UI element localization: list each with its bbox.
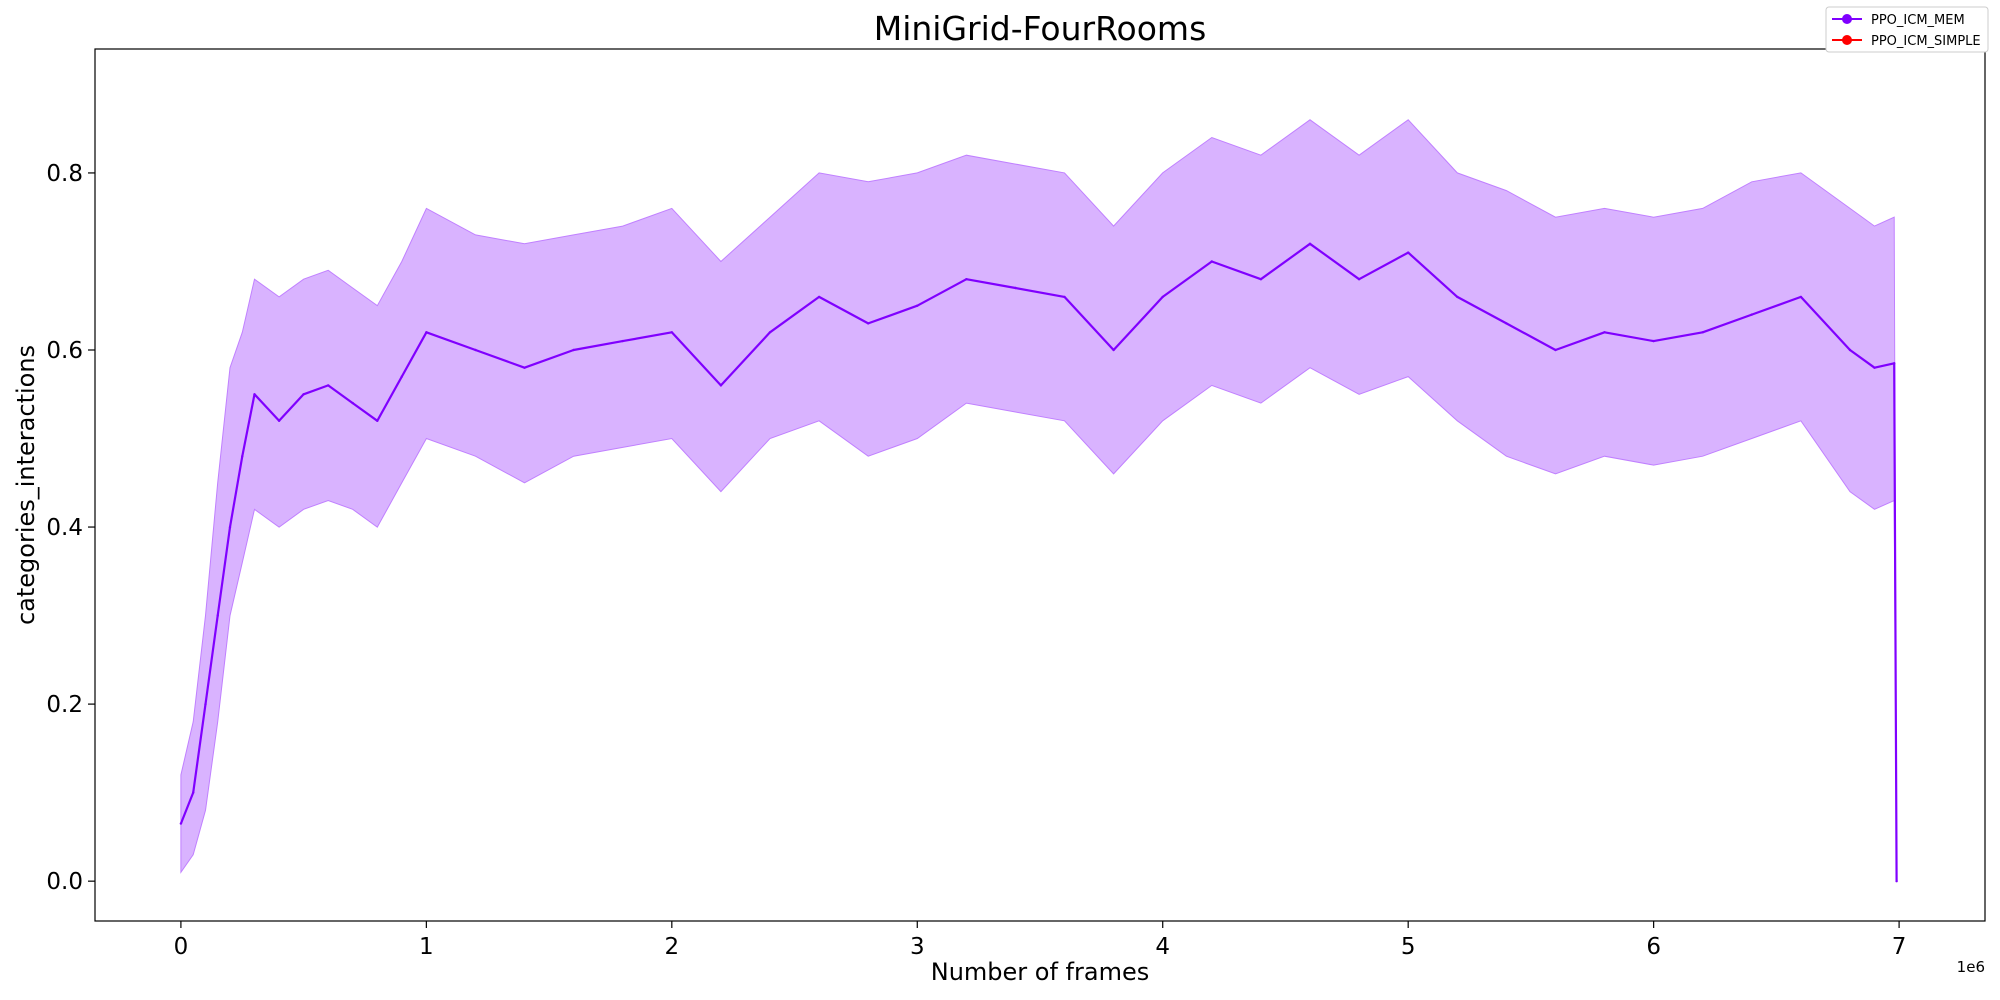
data-point bbox=[241, 455, 244, 458]
x-axis-label: Number of frames bbox=[931, 958, 1149, 986]
y-axis: 0.0 0.2 0.4 0.6 0.8 bbox=[46, 161, 95, 895]
data-point bbox=[1259, 278, 1263, 281]
y-axis-label: categories_interactions bbox=[12, 345, 40, 625]
data-point bbox=[1308, 242, 1312, 245]
data-point bbox=[670, 331, 673, 334]
data-point bbox=[768, 331, 772, 334]
data-point bbox=[277, 419, 281, 422]
confidence-band bbox=[180, 119, 1898, 882]
data-point bbox=[179, 822, 183, 825]
data-point bbox=[1407, 251, 1410, 254]
data-point bbox=[719, 384, 723, 387]
x-tick-label: 7 bbox=[1892, 934, 1907, 960]
y-tick-label: 0.2 bbox=[46, 692, 83, 718]
legend-marker-ppo-icm-mem bbox=[1842, 14, 1852, 24]
data-point bbox=[302, 393, 305, 396]
data-point bbox=[965, 278, 968, 281]
data-point bbox=[1799, 295, 1803, 299]
data-point bbox=[1554, 348, 1557, 352]
legend-label-ppo-icm-simple: PPO_ICM_SIMPLE bbox=[1871, 34, 1981, 49]
confidence-band-layer bbox=[180, 119, 1898, 882]
legend-marker-ppo-icm-simple bbox=[1842, 35, 1852, 45]
data-point bbox=[228, 525, 232, 529]
data-point bbox=[1456, 295, 1459, 299]
y-tick-label: 0.8 bbox=[46, 161, 83, 187]
x-tick-label: 3 bbox=[910, 934, 925, 960]
data-point bbox=[916, 304, 919, 307]
data-point bbox=[1652, 339, 1655, 343]
data-point bbox=[1701, 331, 1704, 334]
chart-title: MiniGrid-FourRooms bbox=[874, 9, 1207, 48]
data-point bbox=[253, 393, 256, 396]
x-tick-label: 6 bbox=[1646, 934, 1661, 960]
plot-frame bbox=[94, 48, 1986, 922]
data-point bbox=[1893, 362, 1896, 365]
data-point bbox=[572, 348, 575, 352]
data-point bbox=[1895, 880, 1898, 883]
y-tick-label: 0.4 bbox=[46, 515, 83, 541]
data-point bbox=[1063, 295, 1066, 299]
data-point bbox=[425, 331, 428, 334]
legend-frame bbox=[1825, 6, 1989, 53]
data-point bbox=[327, 384, 330, 387]
x-tick-label: 4 bbox=[1155, 934, 1170, 960]
data-point bbox=[351, 401, 354, 405]
data-point bbox=[376, 419, 379, 422]
legend-label-ppo-icm-mem: PPO_ICM_MEM bbox=[1871, 13, 1965, 28]
data-point bbox=[1210, 260, 1214, 263]
data-point bbox=[1603, 331, 1606, 334]
data-point bbox=[621, 339, 624, 343]
data-point bbox=[1873, 366, 1876, 369]
data-point bbox=[867, 322, 870, 325]
data-point bbox=[474, 348, 477, 352]
x-tick-label: 5 bbox=[1401, 934, 1416, 960]
data-point bbox=[1161, 295, 1164, 299]
x-tick-label: 2 bbox=[664, 934, 679, 960]
data-point bbox=[192, 791, 195, 794]
series-line-layer bbox=[179, 242, 1898, 883]
x-tick-label: 0 bbox=[174, 934, 189, 960]
data-point bbox=[1112, 348, 1115, 352]
y-tick-label: 0.6 bbox=[46, 338, 83, 364]
x-tick-label: 1 bbox=[419, 934, 434, 960]
data-point bbox=[204, 702, 207, 706]
y-tick-label: 0.0 bbox=[46, 869, 83, 895]
data-point bbox=[1505, 322, 1508, 325]
data-point bbox=[523, 366, 526, 369]
data-point bbox=[1750, 313, 1754, 316]
x-axis: 0 1 2 3 4 5 6 7 bbox=[174, 921, 1907, 960]
data-point bbox=[1014, 286, 1017, 290]
legend: PPO_ICM_MEM PPO_ICM_SIMPLE bbox=[1825, 6, 1989, 53]
data-point bbox=[1357, 278, 1361, 281]
data-point bbox=[1848, 348, 1852, 352]
data-point bbox=[400, 375, 403, 378]
data-point bbox=[216, 614, 219, 617]
series-line bbox=[179, 242, 1898, 882]
data-point bbox=[817, 295, 821, 299]
x-offset-text: 1e6 bbox=[1957, 958, 1985, 976]
